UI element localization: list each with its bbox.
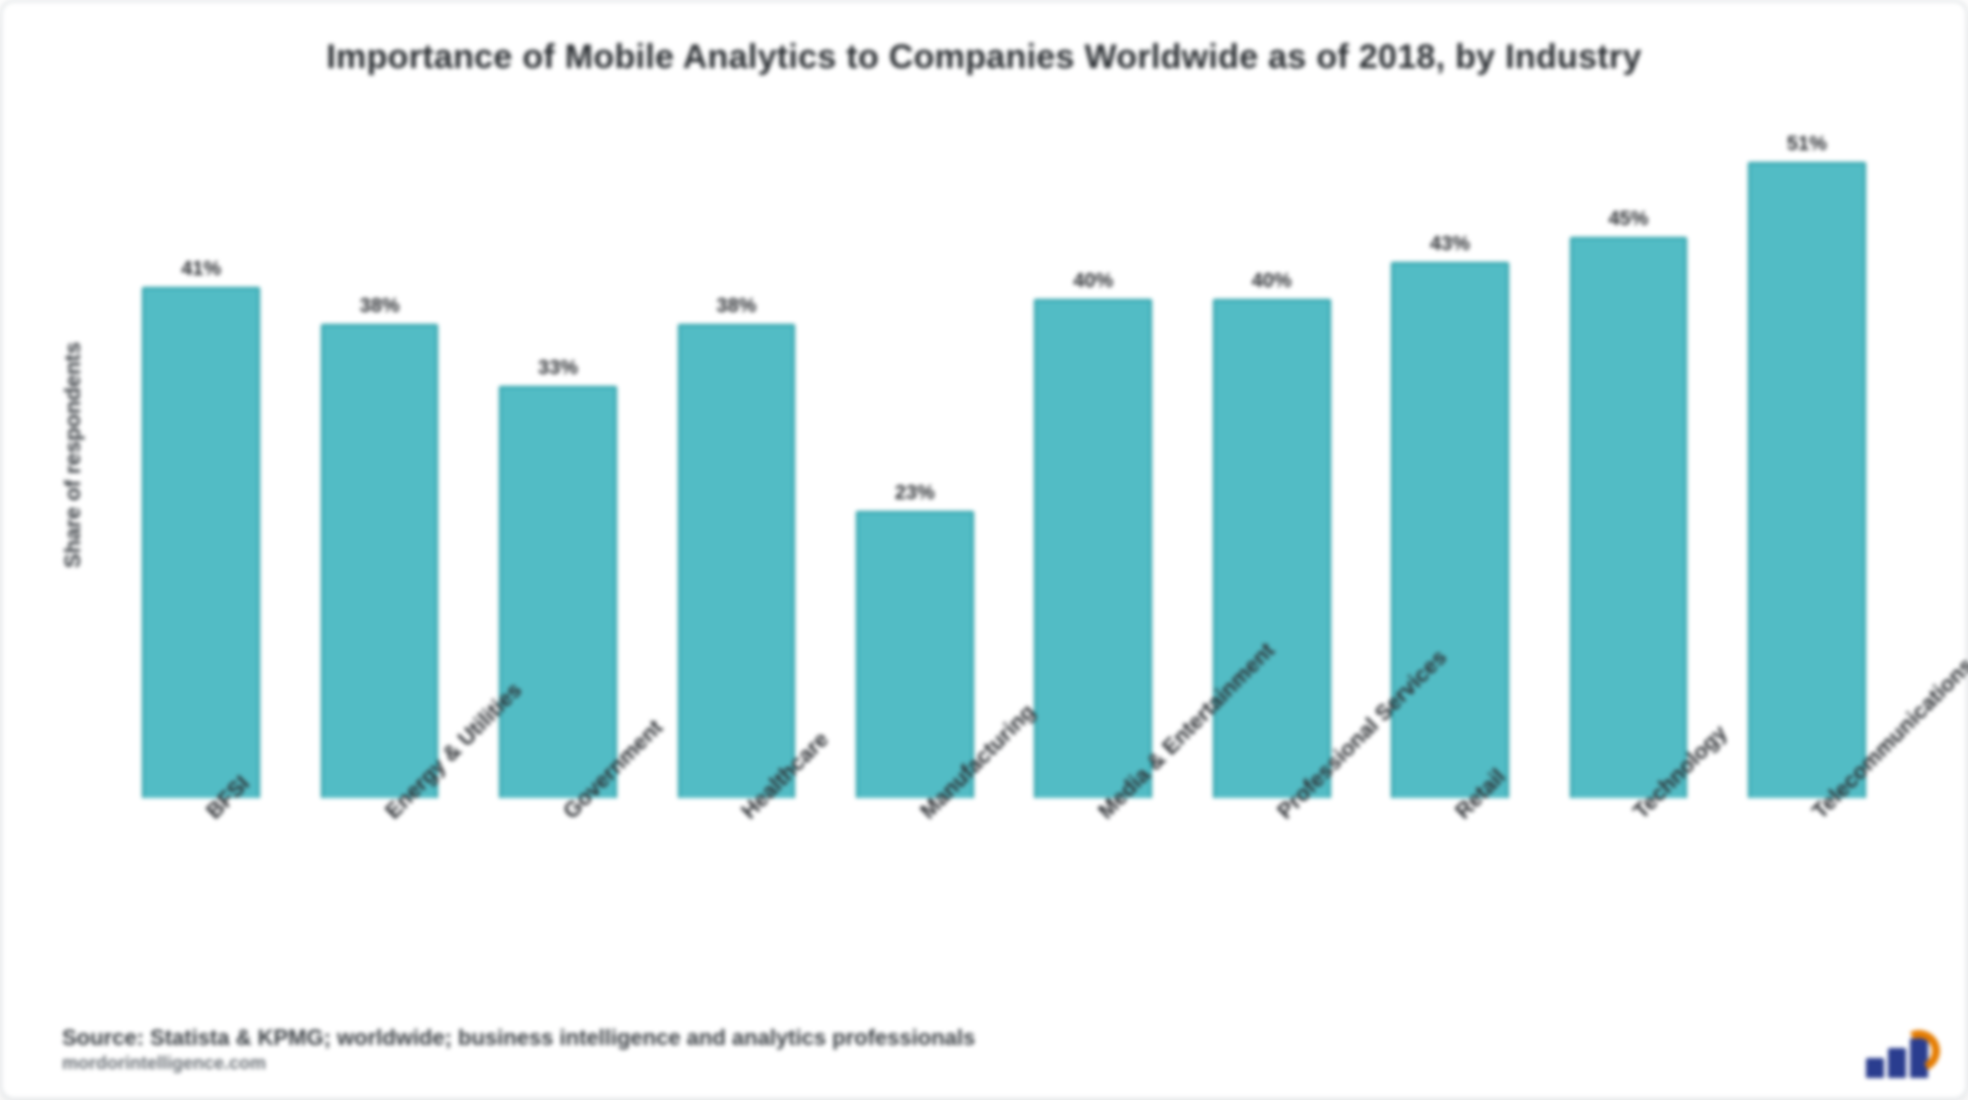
bar [678, 324, 796, 798]
x-label-slot: Energy & Utilities [290, 798, 468, 1038]
bar-slot: 40% [1004, 112, 1182, 798]
bar-slot: 41% [112, 112, 290, 798]
bar-slot: 51% [1718, 112, 1896, 798]
bar [1570, 237, 1688, 798]
bar-value-label: 38% [647, 295, 825, 324]
bar [1213, 299, 1331, 798]
bar-slot: 23% [826, 112, 1004, 798]
bar [499, 386, 617, 798]
x-label-slot: Government [469, 798, 647, 1038]
bar-value-label: 40% [1182, 270, 1360, 299]
chart-card: Importance of Mobile Analytics to Compan… [0, 0, 1968, 1100]
bar-slot: 45% [1539, 112, 1717, 798]
brand-logo [1866, 1034, 1938, 1078]
bar-value-label: 43% [1361, 233, 1539, 262]
bar-value-label: 38% [290, 295, 468, 324]
x-label-slot: Media & Entertainment [1004, 798, 1182, 1038]
x-label-slot: Telecommunications [1718, 798, 1896, 1038]
bars-container: 41%38%33%38%23%40%40%43%45%51% [112, 112, 1896, 798]
bar-value-label: 40% [1004, 270, 1182, 299]
bar-slot: 38% [290, 112, 468, 798]
bar-value-label: 51% [1718, 133, 1896, 162]
chart-title: Importance of Mobile Analytics to Compan… [50, 38, 1918, 77]
y-axis-label-wrap: Share of respondents [58, 112, 88, 798]
bar [1034, 299, 1152, 798]
bar [142, 287, 260, 798]
footer: Source: Statista & KPMG; worldwide; busi… [62, 1025, 1846, 1074]
x-label-slot: BFSI [112, 798, 290, 1038]
source-line-2: mordorintelligence.com [62, 1053, 1846, 1074]
x-labels-container: BFSIEnergy & UtilitiesGovernmentHealthca… [112, 798, 1896, 1038]
y-axis-label: Share of respondents [60, 342, 86, 568]
bar-slot: 38% [647, 112, 825, 798]
source-line-1: Source: Statista & KPMG; worldwide; busi… [62, 1025, 1846, 1051]
bar-value-label: 23% [826, 482, 1004, 511]
bar-value-label: 33% [469, 357, 647, 386]
x-label-slot: Technology [1539, 798, 1717, 1038]
x-label-slot: Manufacturing [826, 798, 1004, 1038]
bar [856, 511, 974, 798]
bar [1748, 162, 1866, 798]
x-label-slot: Professional Services [1182, 798, 1360, 1038]
bar [321, 324, 439, 798]
bar [1391, 262, 1509, 798]
bar-value-label: 41% [112, 258, 290, 287]
bar-value-label: 45% [1539, 208, 1717, 237]
x-label-slot: Healthcare [647, 798, 825, 1038]
x-label-slot: Retail [1361, 798, 1539, 1038]
logo-bar-icon [1866, 1058, 1884, 1078]
plot-area: 41%38%33%38%23%40%40%43%45%51% [112, 112, 1896, 798]
